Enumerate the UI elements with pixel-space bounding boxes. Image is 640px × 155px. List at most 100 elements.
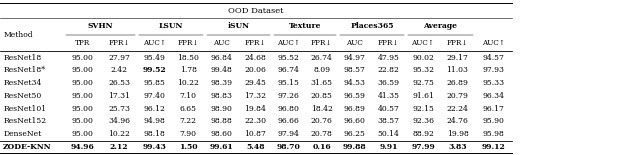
Text: 95.00: 95.00 bbox=[72, 117, 93, 126]
Text: 0.16: 0.16 bbox=[312, 143, 331, 151]
Text: 99.88: 99.88 bbox=[343, 143, 366, 151]
Text: 99.52: 99.52 bbox=[143, 66, 166, 74]
Text: 9.91: 9.91 bbox=[380, 143, 397, 151]
Text: 95.85: 95.85 bbox=[143, 79, 165, 87]
Text: 96.12: 96.12 bbox=[143, 105, 165, 113]
Text: 96.66: 96.66 bbox=[278, 117, 300, 126]
Text: 94.57: 94.57 bbox=[483, 54, 504, 62]
Text: Method: Method bbox=[3, 31, 33, 39]
Text: 96.84: 96.84 bbox=[211, 54, 233, 62]
Text: 99.43: 99.43 bbox=[142, 143, 166, 151]
Text: 22.30: 22.30 bbox=[244, 117, 266, 126]
Text: 95.00: 95.00 bbox=[72, 79, 93, 87]
Text: 10.22: 10.22 bbox=[108, 130, 130, 138]
Text: 7.22: 7.22 bbox=[180, 117, 196, 126]
Text: TPR: TPR bbox=[75, 39, 90, 47]
Text: 95.00: 95.00 bbox=[72, 105, 93, 113]
Text: 26.53: 26.53 bbox=[108, 79, 130, 87]
Text: 10.22: 10.22 bbox=[177, 79, 199, 87]
Text: 6.65: 6.65 bbox=[180, 105, 196, 113]
Text: 7.10: 7.10 bbox=[180, 92, 196, 100]
Text: OOD Dataset: OOD Dataset bbox=[228, 7, 284, 15]
Text: 26.74: 26.74 bbox=[310, 54, 333, 62]
Text: 20.76: 20.76 bbox=[310, 117, 333, 126]
Text: ResNet152: ResNet152 bbox=[3, 117, 46, 126]
Text: 31.65: 31.65 bbox=[310, 79, 333, 87]
Text: 88.92: 88.92 bbox=[412, 130, 434, 138]
Text: 20.06: 20.06 bbox=[244, 66, 266, 74]
Text: 95.90: 95.90 bbox=[483, 117, 504, 126]
Text: 19.98: 19.98 bbox=[447, 130, 468, 138]
Text: 96.74: 96.74 bbox=[278, 66, 300, 74]
Text: AUC: AUC bbox=[213, 39, 230, 47]
Text: 97.94: 97.94 bbox=[278, 130, 300, 138]
Text: 95.98: 95.98 bbox=[483, 130, 504, 138]
Text: Average: Average bbox=[423, 22, 458, 31]
Text: ResNet34: ResNet34 bbox=[3, 79, 42, 87]
Text: 96.60: 96.60 bbox=[344, 117, 365, 126]
Text: 19.84: 19.84 bbox=[244, 105, 266, 113]
Text: 98.57: 98.57 bbox=[344, 66, 365, 74]
Text: 27.97: 27.97 bbox=[108, 54, 130, 62]
Text: 7.90: 7.90 bbox=[180, 130, 196, 138]
Text: 24.76: 24.76 bbox=[447, 117, 468, 126]
Text: 95.33: 95.33 bbox=[483, 79, 504, 87]
Text: 98.39: 98.39 bbox=[211, 79, 233, 87]
Text: 11.03: 11.03 bbox=[447, 66, 468, 74]
Text: iSUN: iSUN bbox=[227, 22, 250, 31]
Text: 22.82: 22.82 bbox=[378, 66, 399, 74]
Text: 97.99: 97.99 bbox=[411, 143, 435, 151]
Text: 96.25: 96.25 bbox=[344, 130, 365, 138]
Text: 24.68: 24.68 bbox=[244, 54, 266, 62]
Text: FPR↓: FPR↓ bbox=[447, 39, 468, 47]
Text: 96.59: 96.59 bbox=[344, 92, 365, 100]
Text: ResNet18*: ResNet18* bbox=[3, 66, 45, 74]
Text: 96.80: 96.80 bbox=[278, 105, 300, 113]
Text: 96.17: 96.17 bbox=[483, 105, 504, 113]
Text: 3.83: 3.83 bbox=[448, 143, 467, 151]
Text: 95.00: 95.00 bbox=[72, 92, 93, 100]
Text: FPR↓: FPR↓ bbox=[244, 39, 266, 47]
Text: FPR↓: FPR↓ bbox=[177, 39, 199, 47]
Text: 25.73: 25.73 bbox=[108, 105, 130, 113]
Text: 99.61: 99.61 bbox=[210, 143, 234, 151]
Text: FPR↓: FPR↓ bbox=[108, 39, 130, 47]
Text: 98.90: 98.90 bbox=[211, 105, 233, 113]
Text: 38.57: 38.57 bbox=[378, 117, 399, 126]
Text: 97.26: 97.26 bbox=[278, 92, 300, 100]
Text: 95.00: 95.00 bbox=[72, 54, 93, 62]
Text: 92.75: 92.75 bbox=[412, 79, 434, 87]
Text: 98.18: 98.18 bbox=[143, 130, 165, 138]
Text: AUC: AUC bbox=[346, 39, 363, 47]
Text: AUC↑: AUC↑ bbox=[482, 39, 505, 47]
Text: 40.57: 40.57 bbox=[378, 105, 399, 113]
Text: 94.98: 94.98 bbox=[143, 117, 165, 126]
Text: ResNet18: ResNet18 bbox=[3, 54, 42, 62]
Text: ZODE-KNN: ZODE-KNN bbox=[3, 143, 52, 151]
Text: 92.15: 92.15 bbox=[412, 105, 434, 113]
Text: 20.79: 20.79 bbox=[447, 92, 468, 100]
Text: 20.78: 20.78 bbox=[310, 130, 333, 138]
Text: 95.15: 95.15 bbox=[278, 79, 300, 87]
Text: AUC↑: AUC↑ bbox=[277, 39, 300, 47]
Text: 98.88: 98.88 bbox=[211, 117, 233, 126]
Text: 41.35: 41.35 bbox=[378, 92, 399, 100]
Text: 1.50: 1.50 bbox=[179, 143, 198, 151]
Text: SVHN: SVHN bbox=[88, 22, 113, 31]
Text: ResNet101: ResNet101 bbox=[3, 105, 46, 113]
Text: 96.34: 96.34 bbox=[483, 92, 504, 100]
Text: FPR↓: FPR↓ bbox=[311, 39, 332, 47]
Text: 98.83: 98.83 bbox=[211, 92, 233, 100]
Text: ResNet50: ResNet50 bbox=[3, 92, 42, 100]
Text: 18.50: 18.50 bbox=[177, 54, 199, 62]
Text: 22.24: 22.24 bbox=[447, 105, 468, 113]
Text: 36.59: 36.59 bbox=[378, 79, 399, 87]
Text: Places365: Places365 bbox=[350, 22, 394, 31]
Text: 95.52: 95.52 bbox=[278, 54, 300, 62]
Text: 10.87: 10.87 bbox=[244, 130, 266, 138]
Text: 17.32: 17.32 bbox=[244, 92, 266, 100]
Text: 26.89: 26.89 bbox=[447, 79, 468, 87]
Text: 50.14: 50.14 bbox=[378, 130, 399, 138]
Text: 1.78: 1.78 bbox=[180, 66, 196, 74]
Text: 95.00: 95.00 bbox=[72, 130, 93, 138]
